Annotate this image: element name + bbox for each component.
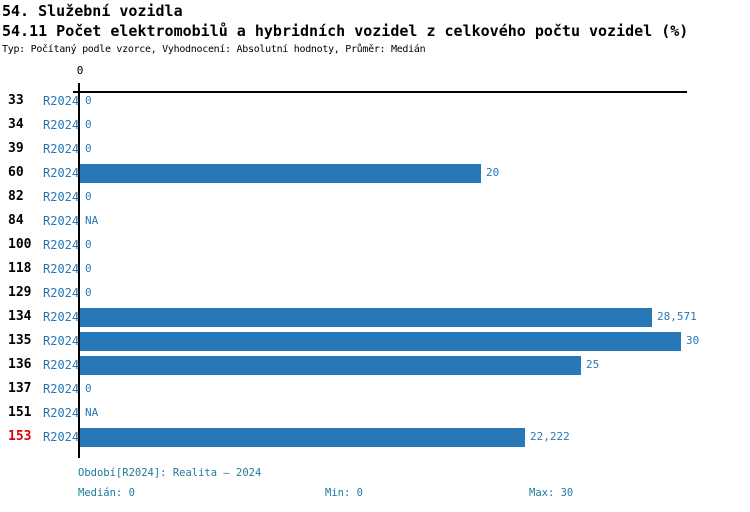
- row-category-label: 33: [8, 93, 24, 108]
- row-category-label: 118: [8, 261, 32, 276]
- footer-period-label: Období[R2024]: Realita – 2024: [78, 467, 262, 479]
- bar-value-label: 0: [85, 94, 92, 107]
- row-category-label: 100: [8, 237, 32, 252]
- bar-value-label: 20: [486, 166, 500, 179]
- bar: [80, 332, 681, 351]
- bar-value-label: NA: [85, 214, 99, 227]
- bar-value-label: 0: [85, 262, 92, 275]
- row-category-label: 34: [8, 117, 24, 132]
- chart-row: 60 R2024 20: [0, 161, 750, 185]
- bar-value-label: 25: [586, 358, 600, 371]
- row-category-label: 82: [8, 189, 24, 204]
- bar-value-label: 22,222: [530, 430, 570, 443]
- row-category-label: 134: [8, 309, 32, 324]
- row-series-label: R2024: [43, 406, 80, 420]
- bar-value-label: 0: [85, 238, 92, 251]
- chart-row: 100 R2024 0: [0, 233, 750, 257]
- chart-row: 153 R2024 22,222: [0, 425, 750, 449]
- row-category-label: 137: [8, 381, 32, 396]
- bar-value-label: 0: [85, 118, 92, 131]
- bar: [80, 428, 525, 447]
- row-series-label: R2024: [43, 358, 80, 372]
- row-series-label: R2024: [43, 430, 80, 444]
- bar: [80, 356, 581, 375]
- row-series-label: R2024: [43, 94, 80, 108]
- bar-value-label: 0: [85, 142, 92, 155]
- row-series-label: R2024: [43, 190, 80, 204]
- chart-row: 39 R2024 0: [0, 137, 750, 161]
- footer-max-label: Max: 30: [529, 487, 574, 499]
- chart-row: 84 R2024 NA: [0, 209, 750, 233]
- axis-line-vertical: [78, 83, 80, 458]
- row-series-label: R2024: [43, 142, 80, 156]
- row-series-label: R2024: [43, 214, 80, 228]
- chart-row: 135 R2024 30: [0, 329, 750, 353]
- row-category-label: 151: [8, 405, 32, 420]
- chart-row: 82 R2024 0: [0, 185, 750, 209]
- row-series-label: R2024: [43, 118, 80, 132]
- bar-value-label: 28,571: [657, 310, 697, 323]
- chart-row: 137 R2024 0: [0, 377, 750, 401]
- bar-value-label: 0: [85, 190, 92, 203]
- chart-row: 136 R2024 25: [0, 353, 750, 377]
- bar-value-label: 0: [85, 382, 92, 395]
- footer-median-label: Medián: 0: [78, 487, 135, 499]
- chart-section-title: 54. Služební vozidla: [2, 2, 183, 20]
- row-category-label: 129: [8, 285, 32, 300]
- chart-row: 151 R2024 NA: [0, 401, 750, 425]
- bar: [80, 308, 652, 327]
- row-series-label: R2024: [43, 382, 80, 396]
- row-category-label: 136: [8, 357, 32, 372]
- bar-value-label: NA: [85, 406, 99, 419]
- footer-min-label: Min: 0: [325, 487, 363, 499]
- row-category-label: 39: [8, 141, 24, 156]
- row-category-label: 60: [8, 165, 24, 180]
- row-series-label: R2024: [43, 262, 80, 276]
- bar-value-label: 0: [85, 286, 92, 299]
- row-series-label: R2024: [43, 166, 80, 180]
- axis-line-horizontal: [73, 91, 687, 93]
- chart-row: 129 R2024 0: [0, 281, 750, 305]
- bar-value-label: 30: [686, 334, 700, 347]
- row-category-label: 153: [8, 429, 32, 444]
- chart-meta-line: Typ: Počítaný podle vzorce, Vyhodnocení:…: [2, 44, 426, 55]
- row-series-label: R2024: [43, 286, 80, 300]
- chart-row: 34 R2024 0: [0, 113, 750, 137]
- chart-row: 134 R2024 28,571: [0, 305, 750, 329]
- row-series-label: R2024: [43, 334, 80, 348]
- bar: [80, 164, 481, 183]
- axis-zero-tick-label: 0: [76, 64, 84, 77]
- chart-row: 118 R2024 0: [0, 257, 750, 281]
- row-series-label: R2024: [43, 238, 80, 252]
- chart-row: 33 R2024 0: [0, 89, 750, 113]
- row-category-label: 84: [8, 213, 24, 228]
- chart-indicator-title: 54.11 Počet elektromobilů a hybridních v…: [2, 22, 689, 40]
- row-category-label: 135: [8, 333, 32, 348]
- row-series-label: R2024: [43, 310, 80, 324]
